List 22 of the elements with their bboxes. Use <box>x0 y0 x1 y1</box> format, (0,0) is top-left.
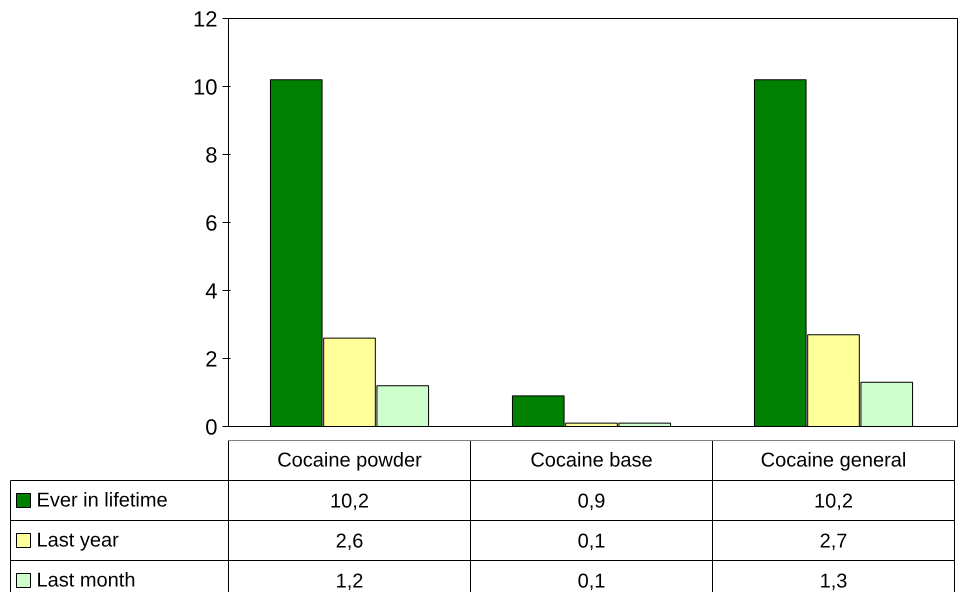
data-label: 1,3 <box>820 570 848 592</box>
y-tick-label: 2 <box>205 346 218 372</box>
legend-label: Ever in lifetime <box>36 490 168 512</box>
data-label: 1,2 <box>336 570 364 592</box>
y-tick-label: 12 <box>193 6 218 32</box>
x-tick-label: Cocaine general <box>760 450 906 472</box>
y-tick-label: 10 <box>193 74 218 100</box>
legend-label: Last year <box>36 530 120 552</box>
data-label: 0,9 <box>578 490 606 512</box>
y-tick-label: 8 <box>205 142 218 168</box>
data-label: 0,1 <box>578 570 606 592</box>
y-tick-label: 0 <box>205 414 218 440</box>
data-label: 2,6 <box>336 530 364 552</box>
data-label: 10,2 <box>814 490 853 512</box>
data-label: 2,7 <box>820 530 848 552</box>
y-tick-label: 4 <box>205 278 218 304</box>
legend-label: Last month <box>36 570 136 592</box>
data-label: 0,1 <box>578 530 606 552</box>
data-label: 10,2 <box>330 490 369 512</box>
y-tick-label: 6 <box>205 210 218 236</box>
x-tick-label: Cocaine base <box>530 450 653 472</box>
x-tick-label: Cocaine powder <box>277 450 422 472</box>
